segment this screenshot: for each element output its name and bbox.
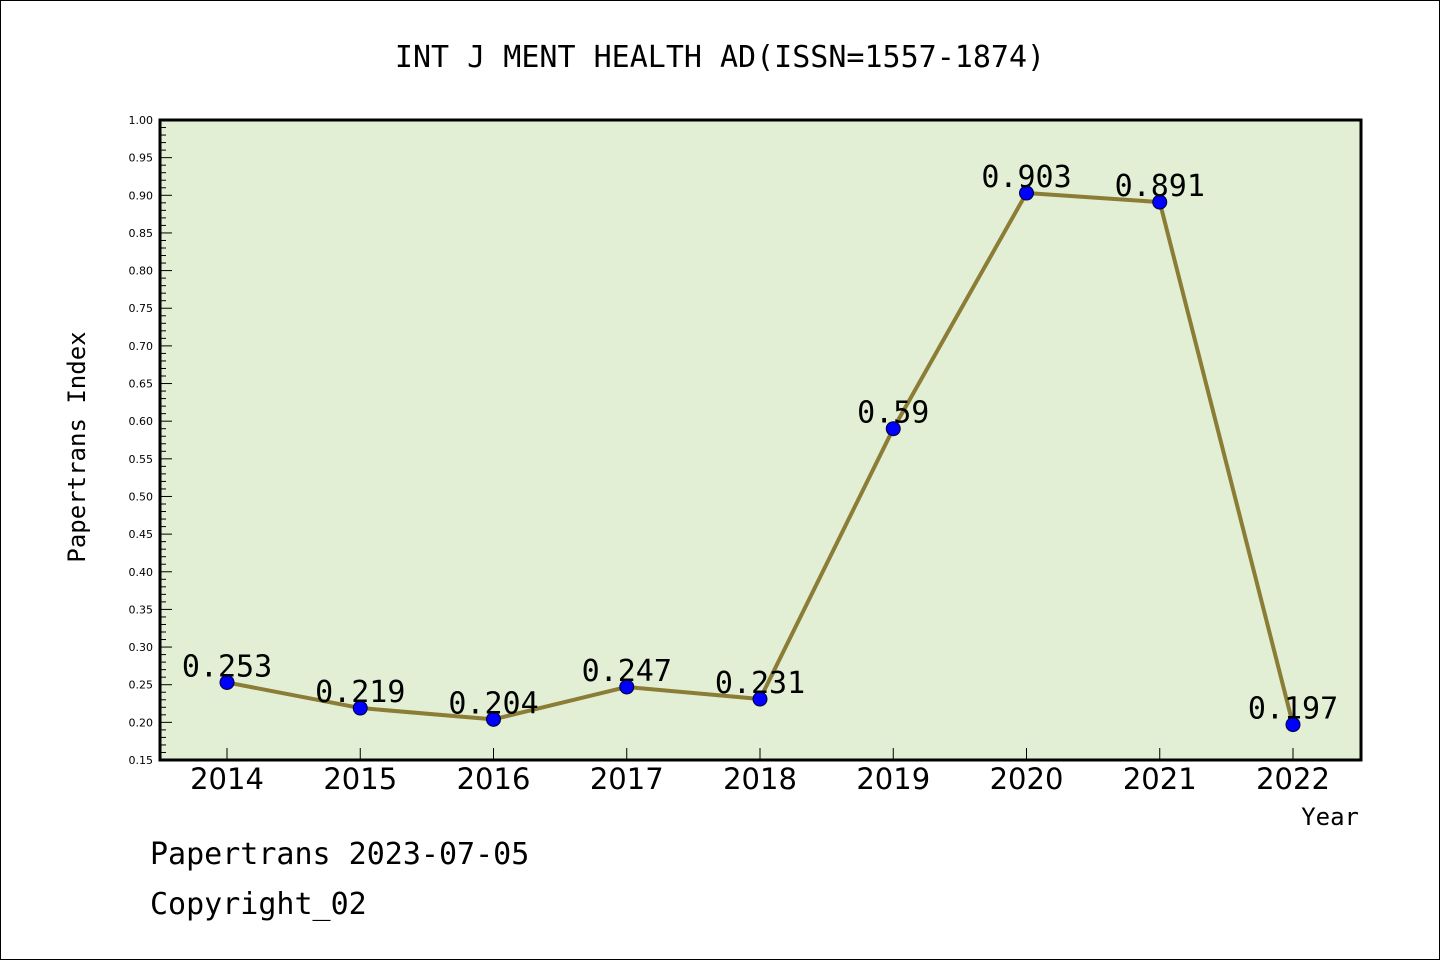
data-point bbox=[1285, 717, 1301, 733]
footer-copyright: Copyright_02 bbox=[150, 887, 367, 922]
data-label: 0.903 bbox=[981, 160, 1071, 195]
y-tick-label: 0.45 bbox=[129, 528, 154, 541]
y-tick-label: 0.15 bbox=[129, 754, 154, 767]
x-axis-label: Year bbox=[1301, 803, 1359, 831]
data-label: 0.197 bbox=[1248, 692, 1338, 727]
data-label: 0.891 bbox=[1115, 169, 1205, 204]
y-tick-label: 0.55 bbox=[129, 453, 154, 466]
y-tick-label: 0.30 bbox=[129, 641, 154, 654]
data-label: 0.219 bbox=[315, 675, 405, 710]
chart-title: INT J MENT HEALTH AD(ISSN=1557-1874) bbox=[395, 40, 1045, 75]
data-point bbox=[885, 421, 901, 437]
y-tick-label: 0.95 bbox=[129, 152, 154, 165]
x-tick-label: 2021 bbox=[1123, 762, 1197, 796]
x-tick-label: 2018 bbox=[723, 762, 797, 796]
y-tick-label: 0.60 bbox=[129, 415, 154, 428]
data-label: 0.231 bbox=[715, 666, 805, 701]
y-tick-label: 0.75 bbox=[129, 302, 154, 315]
data-point bbox=[1152, 194, 1168, 210]
data-label: 0.204 bbox=[448, 686, 538, 721]
x-tick-label: 2020 bbox=[990, 762, 1064, 796]
y-tick-label: 0.40 bbox=[129, 566, 154, 579]
y-tick-label: 0.20 bbox=[129, 716, 154, 729]
plot-area bbox=[158, 118, 1363, 762]
y-tick-label: 0.80 bbox=[129, 265, 154, 278]
series-group: 0.253 0.219 0.204 0.247 0.231 0.59 0.903 0.891 0… bbox=[182, 160, 1338, 733]
data-label: 0.247 bbox=[582, 654, 672, 689]
x-axis-ticks: 2014 2015 2016 2017 2018 2019 2020 2021 2022 bbox=[190, 748, 1330, 796]
data-point bbox=[752, 691, 768, 707]
y-tick-label: 0.35 bbox=[129, 603, 154, 616]
x-tick-label: 2015 bbox=[323, 762, 397, 796]
data-point bbox=[486, 711, 501, 727]
x-tick-label: 2019 bbox=[856, 762, 930, 796]
data-label: 0.253 bbox=[182, 649, 272, 684]
y-tick-label: 1.00 bbox=[129, 114, 154, 127]
data-label: 0.59 bbox=[857, 396, 929, 431]
data-point bbox=[619, 679, 635, 695]
y-tick-label: 0.85 bbox=[129, 227, 154, 240]
y-tick-label: 0.25 bbox=[129, 679, 154, 692]
x-tick-label: 2016 bbox=[457, 762, 531, 796]
footer-date: Papertrans 2023-07-05 bbox=[150, 837, 529, 872]
data-point bbox=[219, 674, 235, 690]
y-tick-label: 0.50 bbox=[129, 490, 154, 503]
data-point bbox=[352, 700, 368, 716]
data-point bbox=[1019, 185, 1034, 201]
y-axis-ticks: 0.15 0.20 0.25 0.30 0.35 0.40 0.45 0.50 0.55 0.60… bbox=[129, 114, 172, 767]
x-tick-label: 2017 bbox=[590, 762, 664, 796]
y-tick-label: 0.70 bbox=[129, 340, 154, 353]
x-tick-label: 2022 bbox=[1256, 762, 1330, 796]
y-tick-label: 0.90 bbox=[129, 189, 154, 202]
y-tick-label: 0.65 bbox=[129, 378, 154, 391]
x-tick-label: 2014 bbox=[190, 762, 264, 796]
y-axis-label: Papertrans Index bbox=[63, 331, 91, 562]
